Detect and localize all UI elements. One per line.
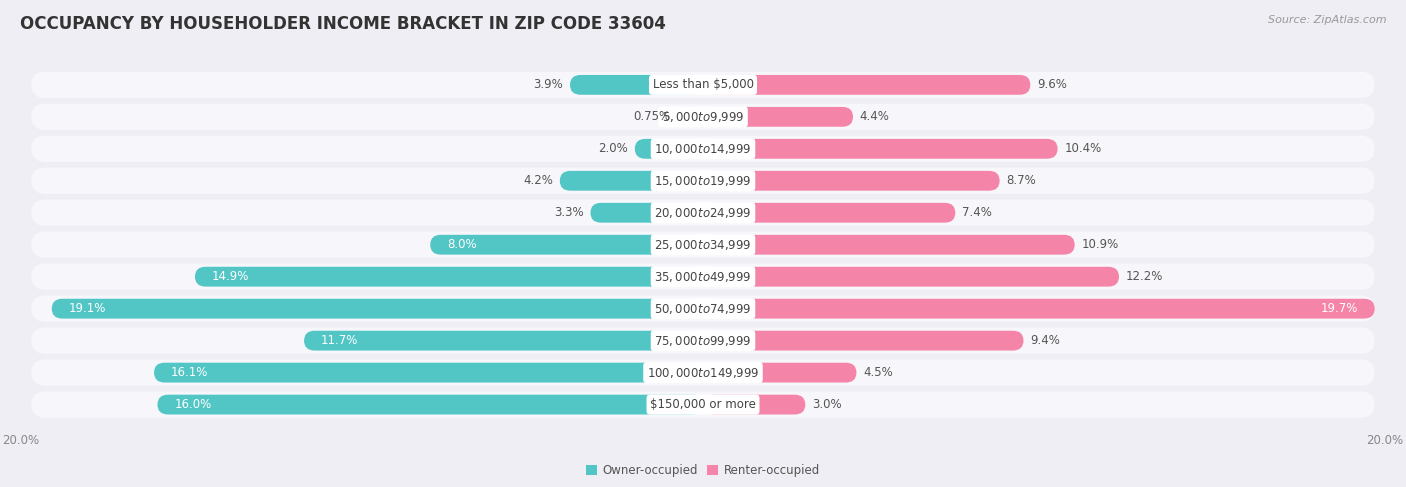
Text: 11.7%: 11.7% <box>321 334 359 347</box>
FancyBboxPatch shape <box>703 75 1031 95</box>
Text: 9.4%: 9.4% <box>1031 334 1060 347</box>
Text: 12.2%: 12.2% <box>1126 270 1163 283</box>
Text: 14.9%: 14.9% <box>212 270 249 283</box>
Text: 10.9%: 10.9% <box>1081 238 1119 251</box>
FancyBboxPatch shape <box>703 394 806 414</box>
FancyBboxPatch shape <box>703 299 1375 318</box>
FancyBboxPatch shape <box>31 200 1375 226</box>
FancyBboxPatch shape <box>31 136 1375 162</box>
FancyBboxPatch shape <box>703 331 1024 351</box>
Text: 16.1%: 16.1% <box>172 366 208 379</box>
Text: 3.0%: 3.0% <box>813 398 842 411</box>
Text: OCCUPANCY BY HOUSEHOLDER INCOME BRACKET IN ZIP CODE 33604: OCCUPANCY BY HOUSEHOLDER INCOME BRACKET … <box>20 15 665 33</box>
FancyBboxPatch shape <box>304 331 703 351</box>
Text: $20,000 to $24,999: $20,000 to $24,999 <box>654 206 752 220</box>
FancyBboxPatch shape <box>703 267 1119 287</box>
Text: Source: ZipAtlas.com: Source: ZipAtlas.com <box>1268 15 1386 25</box>
Text: 4.4%: 4.4% <box>860 111 890 123</box>
FancyBboxPatch shape <box>430 235 703 255</box>
FancyBboxPatch shape <box>703 107 853 127</box>
Text: 10.4%: 10.4% <box>1064 142 1102 155</box>
FancyBboxPatch shape <box>31 263 1375 290</box>
Text: 8.0%: 8.0% <box>447 238 477 251</box>
FancyBboxPatch shape <box>31 296 1375 322</box>
FancyBboxPatch shape <box>155 363 703 382</box>
Text: 3.9%: 3.9% <box>533 78 564 92</box>
FancyBboxPatch shape <box>591 203 703 223</box>
Text: $15,000 to $19,999: $15,000 to $19,999 <box>654 174 752 188</box>
Text: 8.7%: 8.7% <box>1007 174 1036 187</box>
FancyBboxPatch shape <box>31 359 1375 386</box>
FancyBboxPatch shape <box>703 235 1074 255</box>
Text: $75,000 to $99,999: $75,000 to $99,999 <box>654 334 752 348</box>
Text: 9.6%: 9.6% <box>1038 78 1067 92</box>
FancyBboxPatch shape <box>560 171 703 191</box>
Text: 16.0%: 16.0% <box>174 398 212 411</box>
Text: 0.75%: 0.75% <box>634 111 671 123</box>
Text: $25,000 to $34,999: $25,000 to $34,999 <box>654 238 752 252</box>
Text: $10,000 to $14,999: $10,000 to $14,999 <box>654 142 752 156</box>
Text: $50,000 to $74,999: $50,000 to $74,999 <box>654 301 752 316</box>
FancyBboxPatch shape <box>703 203 955 223</box>
Text: $35,000 to $49,999: $35,000 to $49,999 <box>654 270 752 284</box>
FancyBboxPatch shape <box>31 328 1375 354</box>
Text: 19.1%: 19.1% <box>69 302 107 315</box>
Text: 3.3%: 3.3% <box>554 206 583 219</box>
Text: 7.4%: 7.4% <box>962 206 993 219</box>
Legend: Owner-occupied, Renter-occupied: Owner-occupied, Renter-occupied <box>581 459 825 482</box>
FancyBboxPatch shape <box>703 363 856 382</box>
FancyBboxPatch shape <box>678 107 703 127</box>
Text: Less than $5,000: Less than $5,000 <box>652 78 754 92</box>
FancyBboxPatch shape <box>31 168 1375 194</box>
Text: $100,000 to $149,999: $100,000 to $149,999 <box>647 366 759 379</box>
Text: 2.0%: 2.0% <box>598 142 628 155</box>
FancyBboxPatch shape <box>157 394 703 414</box>
FancyBboxPatch shape <box>636 139 703 159</box>
FancyBboxPatch shape <box>703 139 1057 159</box>
FancyBboxPatch shape <box>52 299 703 318</box>
Text: $150,000 or more: $150,000 or more <box>650 398 756 411</box>
FancyBboxPatch shape <box>195 267 703 287</box>
FancyBboxPatch shape <box>31 392 1375 418</box>
FancyBboxPatch shape <box>31 104 1375 130</box>
Text: 4.2%: 4.2% <box>523 174 553 187</box>
Text: 19.7%: 19.7% <box>1320 302 1358 315</box>
FancyBboxPatch shape <box>31 232 1375 258</box>
FancyBboxPatch shape <box>31 72 1375 98</box>
Text: 4.5%: 4.5% <box>863 366 893 379</box>
Text: $5,000 to $9,999: $5,000 to $9,999 <box>662 110 744 124</box>
FancyBboxPatch shape <box>703 171 1000 191</box>
FancyBboxPatch shape <box>569 75 703 95</box>
